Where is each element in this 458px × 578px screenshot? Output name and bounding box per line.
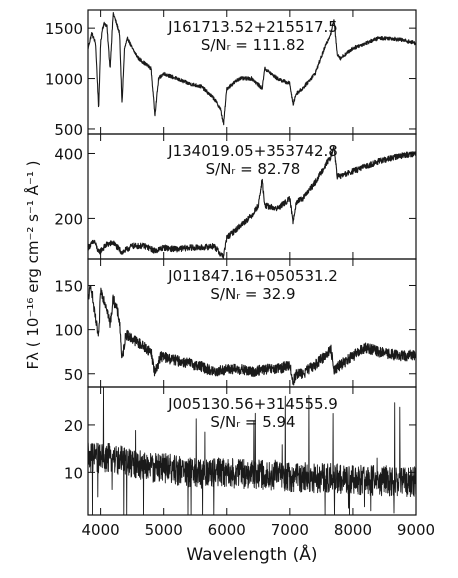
signal-to-noise: S/Nᵣ = 82.78 <box>206 160 301 178</box>
x-tick-label: 8000 <box>334 521 372 539</box>
signal-to-noise: S/Nᵣ = 32.9 <box>210 285 295 303</box>
x-tick-label: 5000 <box>145 521 183 539</box>
panel-3: 50 100 150 J011847.16+050531.2S/Nᵣ = 32.9 <box>54 258 417 388</box>
y-tick-label: 500 <box>54 121 83 139</box>
signal-to-noise: S/Nᵣ = 5.94 <box>210 413 295 431</box>
signal-to-noise: S/Nᵣ = 111.82 <box>201 36 305 54</box>
spectrum-line <box>87 386 417 516</box>
panels: 500 1000 1500 J161713.52+215517.5S/Nᵣ = 111… <box>45 9 435 539</box>
object-name: J134019.05+353742.8 <box>167 142 338 160</box>
y-tick-label: 1500 <box>45 20 83 38</box>
panel-frame <box>87 386 417 516</box>
y-tick-label: 200 <box>54 210 83 228</box>
object-name: J005130.56+314555.9 <box>167 395 338 413</box>
spectrum-line <box>87 285 417 386</box>
object-name: J161713.52+215517.5 <box>167 18 338 36</box>
x-axis-label: Wavelength (Å) <box>186 543 317 565</box>
spectrum-line <box>87 12 417 126</box>
y-tick-label: 10 <box>64 464 83 482</box>
y-tick-label: 100 <box>54 322 83 340</box>
x-tick-label: 7000 <box>271 521 309 539</box>
y-tick-label: 20 <box>64 417 83 435</box>
y-tick-label: 1000 <box>45 71 83 89</box>
x-tick-label: 4000 <box>82 521 120 539</box>
panel-1: 500 1000 1500 J161713.52+215517.5S/Nᵣ = 111… <box>45 9 417 139</box>
panel-2: 200 400 J134019.05+353742.8S/Nᵣ = 82.78 <box>54 133 417 260</box>
x-tick-label: 6000 <box>208 521 246 539</box>
y-axis-label: Fλ ( 10⁻¹⁶ erg cm⁻² s⁻¹ Å⁻¹ ) <box>23 161 42 370</box>
x-tick-label: 9000 <box>397 521 435 539</box>
y-tick-label: 150 <box>54 277 83 295</box>
object-name: J011847.16+050531.2 <box>167 267 338 285</box>
panel-4: 10 20 4000 5000 6000 7000 8000 9000 J005130.56+3… <box>64 386 435 539</box>
y-tick-label: 50 <box>64 366 83 384</box>
y-tick-label: 400 <box>54 145 83 163</box>
spectrum-line <box>87 146 417 259</box>
